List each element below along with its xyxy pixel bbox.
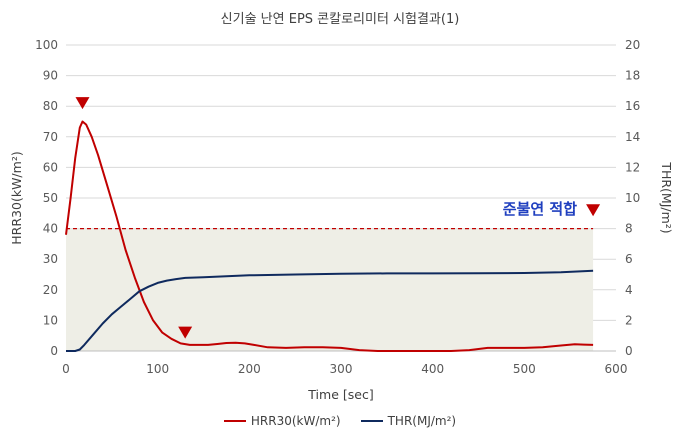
x-tick-label: 100 <box>146 362 169 376</box>
legend-swatch-hrr <box>223 420 246 422</box>
y-tick-label: 30 <box>43 252 58 266</box>
y2-tick-label: 2 <box>625 313 633 327</box>
y2-axis-label: THR(MJ/m²) <box>659 161 674 233</box>
y-tick-label: 70 <box>43 130 58 144</box>
legend-item-hrr: HRR30(kW/m²) <box>223 414 341 428</box>
x-tick-label: 200 <box>238 362 261 376</box>
y-tick-label: 100 <box>35 38 58 52</box>
marker-triangle <box>586 204 601 217</box>
legend: HRR30(kW/m²) THR(MJ/m²) <box>0 414 680 428</box>
y2-tick-label: 8 <box>625 222 633 236</box>
y-tick-label: 40 <box>43 222 58 236</box>
y-tick-label: 50 <box>43 191 58 205</box>
y-tick-label: 0 <box>50 344 58 358</box>
x-tick-label: 500 <box>513 362 536 376</box>
x-tick-label: 300 <box>330 362 353 376</box>
compliance-region <box>66 228 594 351</box>
legend-label-hrr: HRR30(kW/m²) <box>250 414 341 428</box>
y2-tick-label: 18 <box>625 69 640 83</box>
series-line-hrr <box>65 120 594 352</box>
marker-triangle <box>75 97 90 110</box>
y2-tick-label: 12 <box>625 160 640 174</box>
marker-triangle <box>178 326 193 339</box>
y2-tick-label: 0 <box>625 344 633 358</box>
x-tick-label: 600 <box>605 362 628 376</box>
y2-tick-label: 20 <box>625 38 640 52</box>
compliance-annotation: 준불연 적합 <box>503 200 577 218</box>
series-line-thr <box>66 269 594 352</box>
x-axis-label: Time [sec] <box>307 387 373 402</box>
x-tick-label: 400 <box>421 362 444 376</box>
x-tick-label: 0 <box>62 362 70 376</box>
y-tick-label: 60 <box>43 160 58 174</box>
y2-tick-label: 14 <box>625 130 640 144</box>
y-axis-label: HRR30(kW/m²) <box>9 151 24 244</box>
legend-swatch-thr <box>360 420 383 422</box>
y2-tick-label: 4 <box>625 283 633 297</box>
legend-item-thr: THR(MJ/m²) <box>360 414 457 428</box>
y2-tick-label: 16 <box>625 99 640 113</box>
y2-tick-label: 10 <box>625 191 640 205</box>
legend-label-thr: THR(MJ/m²) <box>387 414 457 428</box>
y-tick-label: 80 <box>43 99 58 113</box>
y-tick-label: 10 <box>43 313 58 327</box>
chart-title: 신기술 난연 EPS 콘칼로리미터 시험결과(1) <box>220 12 460 27</box>
y-tick-label: 90 <box>43 69 58 83</box>
y2-tick-label: 6 <box>625 252 633 266</box>
y-tick-label: 20 <box>43 283 58 297</box>
